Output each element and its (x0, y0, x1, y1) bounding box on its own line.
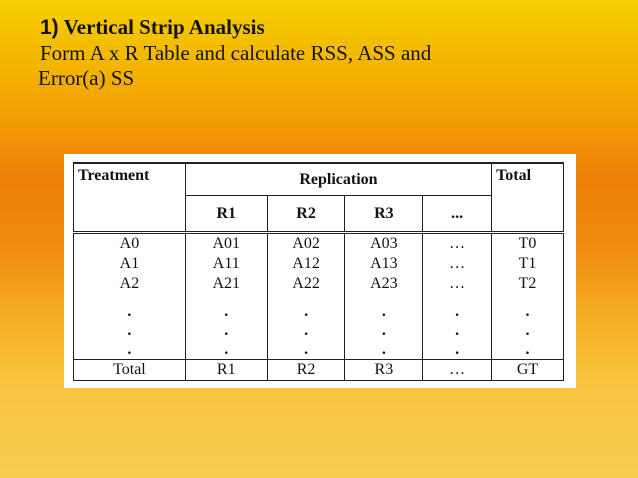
table-cell: Total (73, 359, 186, 381)
table-cell: A1 (73, 254, 186, 274)
dot-cell: . (73, 321, 186, 340)
subheader-r3: R3 (344, 195, 424, 233)
ellipsis-row: . . . . . . (73, 340, 564, 360)
dot-cell: . (491, 340, 564, 360)
table-cell: A11 (184, 254, 268, 274)
table-cell: … (422, 231, 493, 254)
table-cell: A0 (73, 231, 186, 254)
heading-title: Vertical Strip Analysis (63, 15, 265, 39)
heading-number: 1) (40, 16, 59, 39)
table-cell: A03 (344, 231, 424, 254)
table-cell: GT (491, 359, 564, 381)
table-row: A1 A11 A12 A13 … T1 (73, 254, 564, 274)
table-cell: A02 (266, 231, 346, 254)
subheader-r2: R2 (266, 195, 346, 233)
dot-cell: . (266, 294, 346, 321)
table-cell: R3 (344, 359, 424, 381)
subheader-ellipsis: ... (422, 195, 493, 233)
dot-cell: . (422, 321, 493, 340)
table-row: A2 A21 A22 A23 … T2 (73, 274, 564, 294)
dot-cell: . (266, 340, 346, 360)
table-cell: A12 (266, 254, 346, 274)
dot-cell: . (184, 321, 268, 340)
table-cell: A21 (184, 274, 268, 294)
header-replication: Replication (184, 162, 493, 197)
heading-line-2: Form A x R Table and calculate RSS, ASS … (40, 41, 432, 65)
table-image-card: Treatment Replication Total R1 R2 R3 ...… (64, 154, 576, 388)
table-cell: T0 (491, 231, 564, 254)
heading-line-3: Error(a) SS (38, 66, 135, 90)
dot-cell: . (344, 321, 424, 340)
dot-cell: . (491, 321, 564, 340)
slide-heading: 1) Vertical Strip Analysis Form A x R Ta… (38, 14, 432, 91)
table-cell: T2 (491, 274, 564, 294)
table-cell: A2 (73, 274, 186, 294)
ellipsis-row: . . . . . . (73, 321, 564, 340)
dot-cell: . (184, 340, 268, 360)
table-cell: A22 (266, 274, 346, 294)
dot-cell: . (266, 321, 346, 340)
dot-cell: . (491, 294, 564, 321)
table-cell: … (422, 274, 493, 294)
heading-title-line: 1) Vertical Strip Analysis (40, 14, 431, 41)
header-row: Treatment Replication Total (73, 162, 564, 233)
table-cell: R1 (184, 359, 268, 381)
table-cell: … (422, 359, 493, 381)
table-cell: R2 (266, 359, 346, 381)
ar-table: Treatment Replication Total R1 R2 R3 ...… (73, 162, 564, 381)
table-cell: T1 (491, 254, 564, 274)
table-cell: A13 (344, 254, 424, 274)
header-total: Total (491, 162, 564, 233)
dot-cell: . (344, 340, 424, 360)
dot-cell: . (344, 294, 424, 321)
table-cell: A01 (184, 231, 268, 254)
dot-cell: . (422, 294, 493, 321)
dot-cell: . (422, 340, 493, 360)
table-cell: … (422, 254, 493, 274)
ellipsis-row: . . . . . . (73, 294, 564, 321)
subheader-r1: R1 (184, 195, 268, 233)
table-cell: A23 (344, 274, 424, 294)
dot-cell: . (73, 340, 186, 360)
total-row: Total R1 R2 R3 … GT (73, 359, 564, 381)
dot-cell: . (184, 294, 268, 321)
dot-cell: . (73, 294, 186, 321)
header-treatment: Treatment (73, 162, 186, 233)
table-row: A0 A01 A02 A03 … T0 (73, 231, 564, 254)
